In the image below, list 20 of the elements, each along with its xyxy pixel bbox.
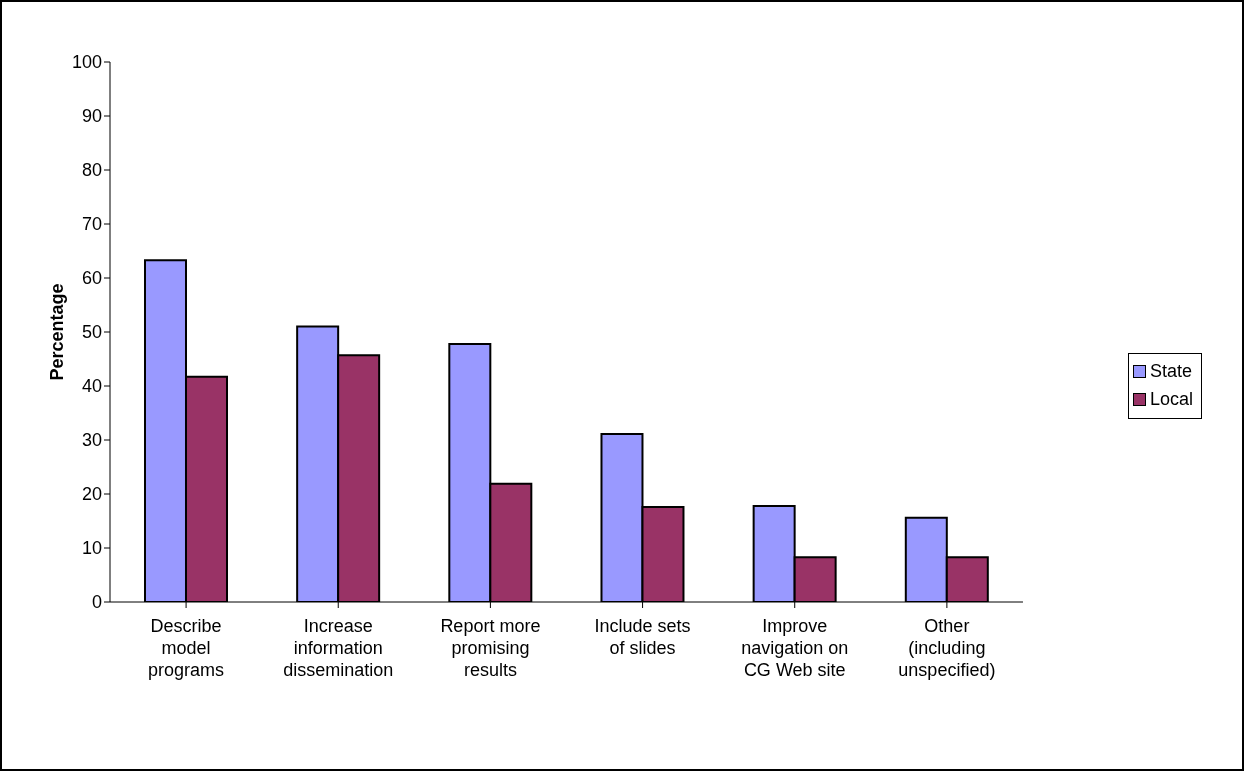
y-tick-label: 100 [71,52,102,73]
y-tick-label: 90 [81,106,102,127]
y-tick-label: 50 [81,322,102,343]
legend-label: Local [1149,389,1193,410]
legend-label: State [1149,361,1192,382]
y-tick-label: 80 [81,160,102,181]
x-tick-label: Describe model programs [148,616,225,680]
x-tick-label: Report more promising results [440,616,541,680]
y-tick-label: 0 [91,592,102,613]
x-tick-label: Include sets of slides [594,616,691,658]
y-tick-label: 70 [81,214,102,235]
y-tick-label: 20 [81,484,102,505]
y-tick-label: 30 [81,430,102,451]
y-tick-label: 40 [81,376,102,397]
y-tick-label: 10 [81,538,102,559]
x-tick-label: Improve navigation on CG Web site [741,616,849,680]
x-tick-label: Other (including unspecified) [898,616,996,680]
x-tick-label: Increase information dissemination [283,616,394,680]
y-tick-label: 60 [81,268,102,289]
y-axis-title: Percentage [47,283,68,381]
